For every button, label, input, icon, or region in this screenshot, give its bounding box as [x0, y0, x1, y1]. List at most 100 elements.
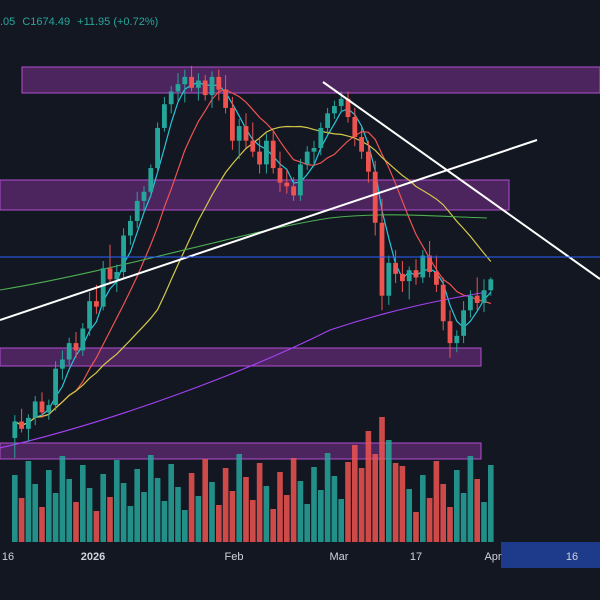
- volume-bar: [86, 488, 93, 542]
- candle-body: [46, 405, 52, 413]
- axis-highlight-box: [501, 542, 600, 568]
- zone-box: [0, 347, 482, 367]
- ma-mid-line: [14, 88, 491, 426]
- candle-body: [53, 368, 58, 406]
- zone-box: [0, 179, 510, 211]
- candle-body: [100, 268, 106, 307]
- candle-body: [298, 164, 303, 196]
- candle-body: [318, 127, 324, 148]
- candle-body: [80, 328, 86, 351]
- volume-bar: [93, 511, 100, 542]
- candle-body: [264, 140, 269, 165]
- volume-bar: [324, 453, 331, 542]
- volume-bar: [454, 470, 460, 542]
- volume-bar: [46, 470, 52, 542]
- volume-bar: [372, 454, 378, 542]
- candle-body: [366, 151, 371, 172]
- candle-body: [311, 148, 317, 152]
- candle-body: [19, 421, 24, 429]
- candle-body: [87, 301, 92, 329]
- candle-body: [94, 301, 99, 307]
- x-tick-label: Feb: [225, 551, 244, 563]
- volume-bar: [331, 476, 338, 542]
- candle-body: [488, 279, 494, 291]
- volume-bar: [243, 477, 249, 542]
- candle-body: [236, 126, 242, 141]
- candle-body: [440, 284, 446, 322]
- candle-body: [223, 89, 228, 108]
- volume-bar: [318, 490, 324, 542]
- volume-bar: [433, 461, 440, 542]
- rising-trendline: [0, 139, 538, 321]
- candle-body: [250, 140, 256, 152]
- volume-bar: [175, 487, 181, 542]
- candle-body: [372, 171, 378, 223]
- volume-bar: [379, 417, 385, 542]
- candle-body: [32, 401, 38, 418]
- candle-body: [202, 80, 208, 96]
- volume-bar: [12, 475, 18, 542]
- candle-body: [243, 126, 249, 141]
- candle-body: [481, 290, 487, 303]
- volume-bar: [148, 455, 154, 542]
- volume-bar: [399, 466, 406, 542]
- volume-bar: [304, 504, 310, 542]
- volume-bar: [474, 479, 480, 542]
- volume-bar: [311, 467, 317, 542]
- zone-box: [21, 66, 600, 94]
- volume-bar: [154, 478, 161, 542]
- volume-bar: [358, 468, 365, 542]
- volume-bar: [52, 493, 59, 542]
- candle-body: [352, 117, 358, 138]
- candle-body: [386, 262, 392, 296]
- candle-body: [304, 151, 310, 165]
- volume-bar: [32, 484, 38, 542]
- volume-bar: [345, 462, 351, 542]
- volume-bar: [297, 481, 304, 542]
- falling-trendline: [322, 81, 600, 280]
- volume-bar: [488, 465, 494, 542]
- candle-body: [196, 80, 201, 88]
- volume-bar: [413, 512, 419, 542]
- open-value: .05: [0, 16, 16, 28]
- candle-body: [400, 273, 405, 282]
- volume-bar: [460, 493, 467, 542]
- volume-bar: [73, 502, 79, 542]
- candle-body: [189, 76, 194, 88]
- candle-body: [420, 255, 426, 278]
- volume-bar: [290, 458, 297, 542]
- candle-body: [216, 76, 222, 90]
- candle-body: [427, 255, 432, 272]
- zones-layer: [0, 66, 600, 460]
- candle-body: [359, 137, 364, 152]
- candle-body: [148, 168, 154, 192]
- volume-bar: [236, 454, 242, 542]
- volume-bar: [168, 464, 174, 542]
- candle-body: [60, 359, 65, 369]
- candle-body: [474, 295, 480, 303]
- candle-body: [168, 91, 174, 105]
- candle-body: [468, 295, 473, 311]
- candle-body: [393, 262, 398, 274]
- candle-body: [121, 235, 126, 272]
- candle-body: [332, 106, 337, 114]
- volume-bar: [107, 497, 113, 542]
- ma-very-long-line: [0, 291, 488, 449]
- candle-body: [26, 417, 31, 429]
- volume-bar: [481, 502, 487, 542]
- drawings-layer: [0, 81, 600, 321]
- x-tick-label: 16: [2, 551, 14, 563]
- candle-body: [73, 343, 79, 351]
- candle-body: [345, 98, 351, 117]
- x-tick-label: Apr: [484, 551, 501, 563]
- x-tick-label: 16: [566, 551, 578, 563]
- candle-body: [39, 401, 45, 413]
- candle-body: [162, 104, 167, 128]
- volume-bar: [284, 495, 290, 542]
- volume-bar: [66, 479, 72, 542]
- candle-body: [291, 186, 296, 196]
- volume-bar: [338, 499, 344, 542]
- volume-bar: [406, 489, 412, 542]
- x-tick-label: 2026: [81, 551, 105, 563]
